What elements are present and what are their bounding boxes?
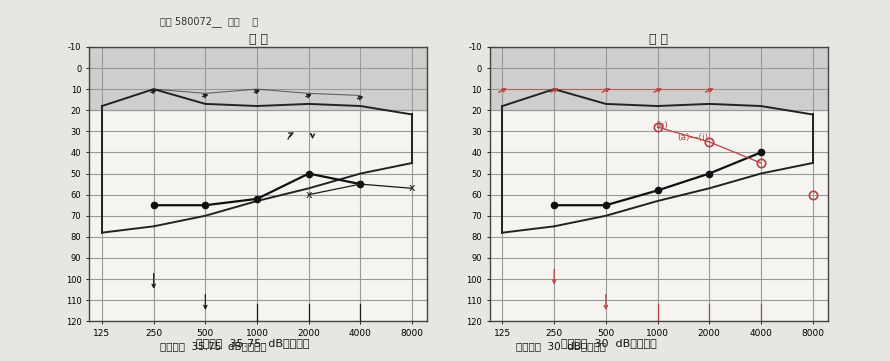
Text: x: x — [357, 179, 364, 189]
Text: (a)—(i): (a)—(i) — [677, 133, 708, 142]
Bar — [490, 47, 828, 110]
Title: 左 耳: 左 耳 — [248, 33, 268, 46]
Text: x: x — [409, 183, 416, 193]
Text: 平均听力  35.75  dB（分贝）: 平均听力 35.75 dB（分贝） — [160, 342, 267, 352]
Text: x: x — [305, 190, 312, 200]
Text: 平均听力  30  dB（分贝）: 平均听力 30 dB（分贝） — [516, 342, 606, 352]
Bar — [89, 47, 427, 110]
Text: 平均听力  35.75  dB（分贝）: 平均听力 35.75 dB（分贝） — [196, 338, 310, 348]
Text: 平均听力  30  dB（分贝）: 平均听力 30 dB（分贝） — [561, 338, 657, 348]
Title: 右 耳: 右 耳 — [649, 33, 668, 46]
Text: (b): (b) — [655, 121, 668, 130]
Text: 手机 580072__  地址    次: 手机 580072__ 地址 次 — [160, 16, 258, 27]
